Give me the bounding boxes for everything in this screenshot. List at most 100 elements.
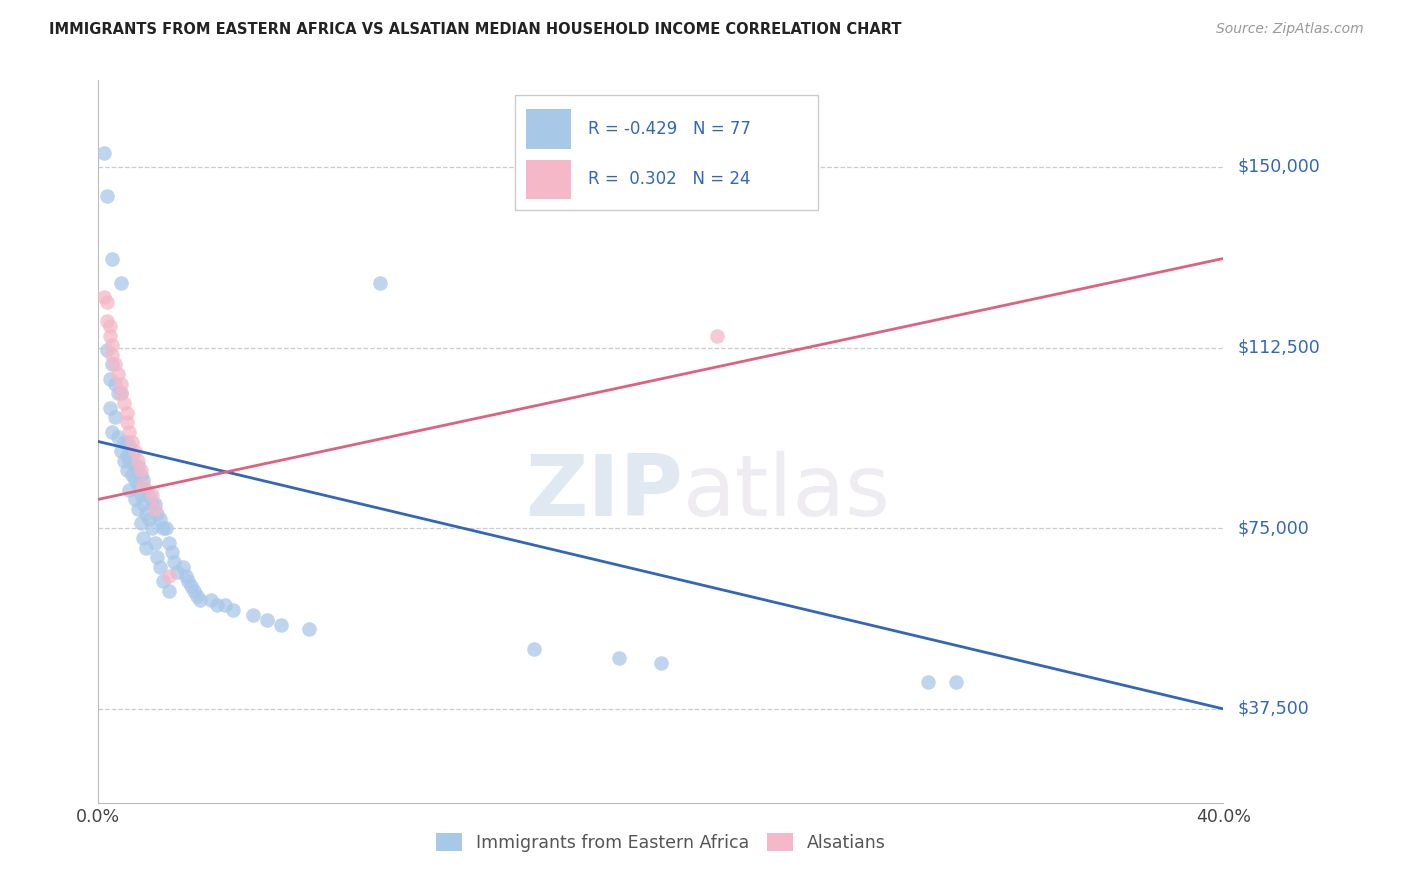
Point — [110, 386, 132, 401]
Text: atlas: atlas — [683, 450, 891, 533]
Point — [135, 541, 157, 555]
Point — [135, 483, 157, 497]
Point — [110, 444, 132, 458]
Bar — [526, 109, 571, 149]
Point — [115, 434, 138, 449]
Text: $75,000: $75,000 — [1237, 519, 1309, 537]
Point — [127, 478, 149, 492]
Point — [270, 617, 292, 632]
Point — [110, 376, 132, 391]
Point — [368, 276, 391, 290]
Bar — [526, 160, 571, 200]
Point — [152, 574, 174, 589]
Point — [132, 478, 155, 492]
Point — [157, 569, 180, 583]
Point — [115, 463, 138, 477]
Point — [166, 565, 188, 579]
Point — [135, 507, 157, 521]
Point — [112, 434, 135, 449]
Point — [115, 406, 138, 420]
Point — [93, 145, 115, 160]
Text: $112,500: $112,500 — [1237, 339, 1320, 357]
Point — [127, 454, 149, 468]
Point — [124, 492, 146, 507]
Point — [98, 318, 121, 333]
Point — [152, 521, 174, 535]
Text: $150,000: $150,000 — [1237, 158, 1320, 176]
Point — [242, 607, 264, 622]
Point — [107, 386, 129, 401]
Point — [183, 583, 205, 598]
Point — [214, 599, 236, 613]
Point — [118, 439, 141, 453]
Point — [112, 396, 135, 410]
Point — [93, 290, 115, 304]
Point — [96, 314, 118, 328]
Point — [222, 603, 245, 617]
Point — [650, 656, 672, 670]
Point — [149, 559, 172, 574]
Point — [945, 675, 967, 690]
Point — [163, 555, 186, 569]
Point — [174, 569, 197, 583]
Point — [129, 468, 152, 483]
Point — [523, 641, 546, 656]
Point — [98, 328, 121, 343]
Point — [607, 651, 630, 665]
Point — [110, 386, 132, 401]
Legend: Immigrants from Eastern Africa, Alsatians: Immigrants from Eastern Africa, Alsatian… — [429, 827, 893, 859]
Point — [149, 511, 172, 525]
Point — [141, 521, 163, 535]
Point — [141, 497, 163, 511]
Text: ZIP: ZIP — [526, 450, 683, 533]
Point — [118, 483, 141, 497]
Point — [96, 343, 118, 357]
Text: R =  0.302   N = 24: R = 0.302 N = 24 — [588, 170, 751, 188]
Point — [205, 599, 228, 613]
Point — [157, 535, 180, 549]
Point — [157, 583, 180, 598]
Point — [96, 189, 118, 203]
Point — [132, 497, 155, 511]
Point — [118, 425, 141, 439]
Point — [121, 449, 143, 463]
Point — [107, 367, 129, 381]
Point — [124, 444, 146, 458]
Point — [143, 535, 166, 549]
Point — [256, 613, 278, 627]
Point — [143, 502, 166, 516]
Point — [112, 454, 135, 468]
Point — [298, 623, 321, 637]
Point — [98, 372, 121, 386]
Point — [121, 468, 143, 483]
Point — [107, 430, 129, 444]
Point — [177, 574, 200, 589]
Point — [121, 434, 143, 449]
Point — [115, 449, 138, 463]
Point — [127, 458, 149, 473]
Point — [172, 559, 194, 574]
Point — [141, 487, 163, 501]
Point — [118, 454, 141, 468]
Point — [124, 473, 146, 487]
Point — [146, 507, 169, 521]
Point — [96, 294, 118, 309]
Point — [127, 502, 149, 516]
Point — [104, 358, 127, 372]
Point — [129, 487, 152, 501]
Point — [101, 252, 124, 266]
Text: IMMIGRANTS FROM EASTERN AFRICA VS ALSATIAN MEDIAN HOUSEHOLD INCOME CORRELATION C: IMMIGRANTS FROM EASTERN AFRICA VS ALSATI… — [49, 22, 901, 37]
Point — [143, 497, 166, 511]
Point — [129, 463, 152, 477]
Point — [132, 473, 155, 487]
Point — [129, 516, 152, 531]
Point — [124, 458, 146, 473]
Point — [146, 550, 169, 565]
Text: R = -0.429   N = 77: R = -0.429 N = 77 — [588, 120, 751, 137]
Point — [138, 487, 160, 501]
Text: Source: ZipAtlas.com: Source: ZipAtlas.com — [1216, 22, 1364, 37]
Point — [101, 338, 124, 352]
Bar — [515, 95, 818, 211]
Point — [917, 675, 939, 690]
Point — [98, 401, 121, 415]
